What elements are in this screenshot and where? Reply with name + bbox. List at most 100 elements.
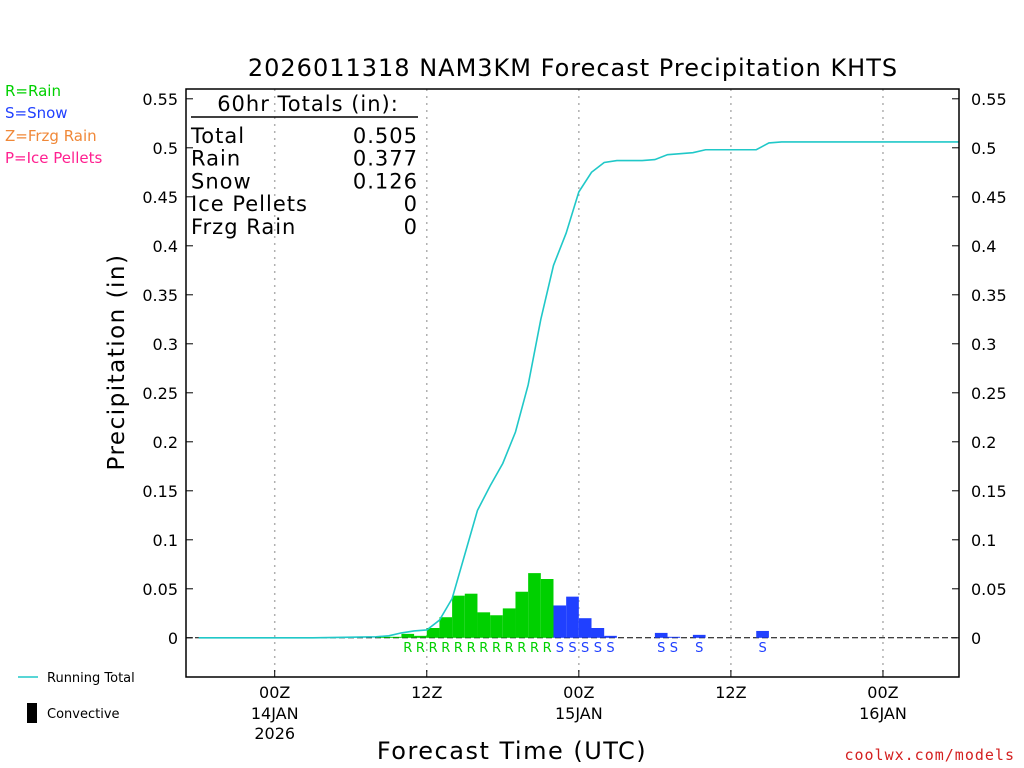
precip-bar <box>515 591 529 638</box>
y-tick-label-left: 0.55 <box>142 90 178 109</box>
y-tick-label-left: 0.45 <box>142 188 178 207</box>
precip-bar <box>502 608 516 638</box>
precip-bar <box>667 636 681 638</box>
precip-type-mark: R <box>543 641 552 656</box>
precip-bar <box>414 635 427 638</box>
precip-bar <box>578 618 592 638</box>
precip-bar <box>604 635 617 638</box>
precip-type-mark: R <box>530 641 539 656</box>
totals-row-label: Snow <box>191 169 252 193</box>
y-tick-label-left: 0.35 <box>142 286 178 305</box>
precip-type-mark: S <box>581 641 589 656</box>
y-tick-label-left: 0.25 <box>142 384 178 403</box>
precip-type-mark: S <box>594 641 602 656</box>
precip-bar <box>388 636 402 638</box>
running-total-layer <box>198 141 959 639</box>
legend-ice-pellets: P=Ice Pellets <box>5 149 103 167</box>
totals-row-label: Frzg Rain <box>191 215 296 239</box>
y-tick-label-left: 0.1 <box>153 531 178 550</box>
y-tick-label-right: 0.05 <box>971 580 1007 599</box>
y-tick-label-left: 0.3 <box>153 335 178 354</box>
axes: 0 00.05 0.050.1 0.10.15 0.150.2 0.20.25 0.250.… <box>142 88 1007 743</box>
precip-type-mark: R <box>492 641 501 656</box>
y-tick-label-right: 0.3 <box>971 335 996 354</box>
y-tick-label-left: 0.05 <box>142 580 178 599</box>
precip-bar <box>490 615 503 638</box>
y-tick-label-right: 0.2 <box>971 433 996 452</box>
y-tick-label-right: 0.25 <box>971 384 1007 403</box>
running-total-line <box>198 141 959 639</box>
y-tick-label-left: 0.4 <box>153 237 178 256</box>
precip-type-mark: S <box>657 641 665 656</box>
precip-bar <box>528 573 541 638</box>
y-tick-label-right: 0.45 <box>971 188 1007 207</box>
totals-row-label: Total <box>190 124 245 148</box>
precip-type-mark: R <box>416 641 425 656</box>
precip-bar <box>692 634 706 638</box>
y-tick-label-right: 0.55 <box>971 90 1007 109</box>
precip-type-mark: S <box>556 641 564 656</box>
precip-bar <box>477 612 491 638</box>
y-tick-label-right: 0.1 <box>971 531 996 550</box>
x-tick-label: 00Z <box>867 683 898 702</box>
x-tick-label: 00Z <box>563 683 594 702</box>
legend-snow: S=Snow <box>5 104 68 122</box>
precip-type-mark: R <box>505 641 514 656</box>
precip-bar <box>401 633 415 638</box>
precip-type-mark: R <box>454 641 463 656</box>
totals-header: 60hr Totals (in): <box>217 92 399 116</box>
y-tick-label-left: 0.2 <box>153 433 178 452</box>
precip-bar <box>452 595 465 638</box>
x-tick-date: 15JAN <box>555 704 603 723</box>
y-axis-label: Precipitation (in) <box>104 254 130 471</box>
y-tick-label-right: 0.4 <box>971 237 996 256</box>
precip-type-mark: R <box>479 641 488 656</box>
precip-type-mark: S <box>670 641 678 656</box>
precip-type-mark: R <box>517 641 526 656</box>
legend-rain: R=Rain <box>5 82 61 100</box>
y-tick-label-right: 0 <box>971 629 981 648</box>
precip-type-mark: S <box>606 641 614 656</box>
totals-row-value: 0 <box>404 215 418 239</box>
convective-legend-label: Convective <box>47 707 120 722</box>
convective-swatch <box>27 703 37 723</box>
running-total-legend-label: Running Total <box>47 671 135 686</box>
chart-legend: Running Total Convective <box>18 671 135 723</box>
x-tick-label: 12Z <box>411 683 442 702</box>
y-tick-label-left: 0 <box>168 629 178 648</box>
chart-title: 2026011318 NAM3KM Forecast Precipitation… <box>248 54 898 82</box>
precip-type-mark: S <box>568 641 576 656</box>
precip-bar <box>591 628 605 638</box>
precip-type-mark: R <box>429 641 438 656</box>
precip-type-mark: S <box>758 641 766 656</box>
precip-bar <box>376 636 389 638</box>
x-axis-label: Forecast Time (UTC) <box>377 737 647 765</box>
precip-bar <box>439 617 453 638</box>
totals-row-value: 0.126 <box>353 169 418 193</box>
y-tick-label-right: 0.5 <box>971 139 996 158</box>
totals-table: 60hr Totals (in): Total 0.505 Rain 0.377 Snow… <box>190 92 418 239</box>
x-tick-label: 00Z <box>259 683 290 702</box>
y-tick-label-left: 0.15 <box>142 482 178 501</box>
precip-type-mark: R <box>403 641 412 656</box>
precip-bar <box>464 593 478 638</box>
totals-row-value: 0 <box>404 192 418 216</box>
totals-row-label: Rain <box>191 147 241 171</box>
source-credit: coolwx.com/models <box>844 746 1015 764</box>
precip-bar <box>540 579 554 638</box>
precip-type-mark: S <box>695 641 703 656</box>
y-tick-label-right: 0.35 <box>971 286 1007 305</box>
x-tick-label: 12Z <box>715 683 746 702</box>
precip-type-mark: R <box>467 641 476 656</box>
precip-bar <box>566 596 579 638</box>
precip-bar <box>654 632 668 638</box>
precip-bar <box>553 605 567 638</box>
x-tick-date: 14JAN <box>251 704 299 723</box>
totals-row-value: 0.377 <box>353 147 418 171</box>
plot-frame <box>185 88 960 678</box>
legend-frzg-rain: Z=Frzg Rain <box>5 127 97 145</box>
grid-lines <box>186 89 959 677</box>
x-tick-year: 2026 <box>254 724 295 743</box>
